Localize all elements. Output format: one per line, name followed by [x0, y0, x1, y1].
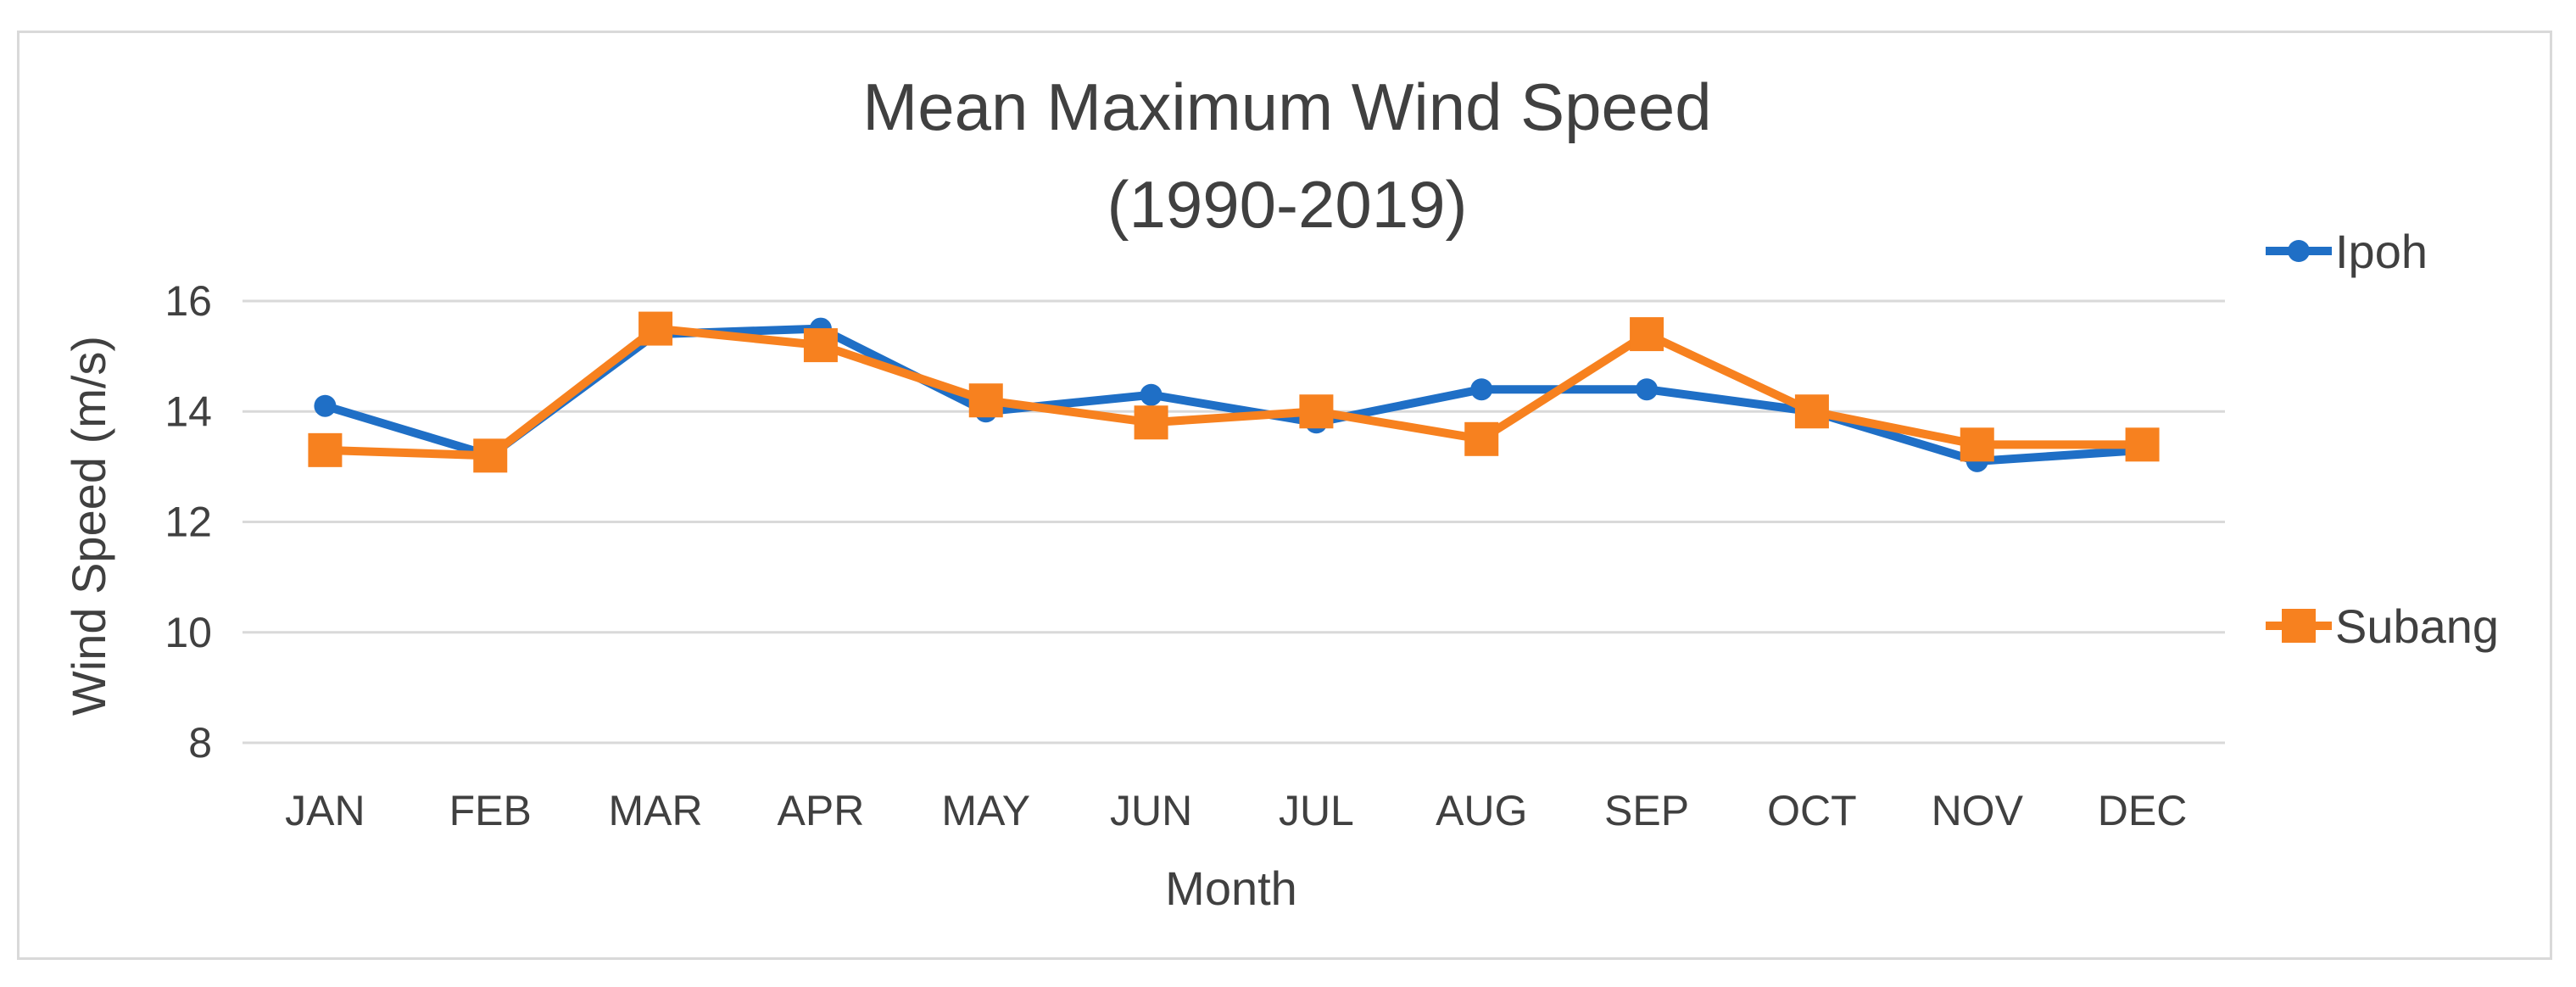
- legend-marker-square: [2282, 609, 2316, 643]
- legend: Ipoh Subang: [2266, 225, 2499, 653]
- x-tick-label: APR: [778, 787, 865, 834]
- data-point-subang: [968, 383, 1003, 418]
- legend-label: Ipoh: [2335, 225, 2428, 278]
- data-point-subang: [1464, 421, 1499, 456]
- data-point-subang: [803, 328, 838, 363]
- x-tick-label: AUG: [1436, 787, 1527, 834]
- legend-marker-circle: [2288, 240, 2310, 262]
- data-point-subang: [2125, 427, 2160, 462]
- x-tick-label: MAR: [609, 787, 703, 834]
- data-point-ipoh: [1636, 378, 1659, 401]
- data-point-ipoh: [1140, 383, 1163, 406]
- x-tick-label: DEC: [2098, 787, 2188, 834]
- y-tick-label: 16: [164, 277, 212, 325]
- y-tick-labels: 8 10 12 14 16: [164, 277, 212, 767]
- y-axis-label: Wind Speed (m/s): [62, 336, 115, 716]
- chart-title-line-1: Mean Maximum Wind Speed: [862, 70, 1711, 144]
- data-point-subang: [1960, 427, 1994, 462]
- data-point-ipoh: [1470, 378, 1493, 401]
- data-point-subang: [308, 432, 343, 467]
- series-group: [308, 311, 2160, 473]
- data-point-subang: [1794, 394, 1829, 429]
- chart-frame: [17, 31, 2552, 960]
- x-tick-label: JUN: [1110, 787, 1192, 834]
- x-tick-label: NOV: [1932, 787, 2024, 834]
- data-point-ipoh: [314, 394, 337, 417]
- y-tick-label: 12: [164, 499, 212, 546]
- x-tick-label: OCT: [1767, 787, 1857, 834]
- series-line-ipoh: [321, 324, 2147, 466]
- data-point-subang: [1630, 317, 1664, 352]
- gridlines: [243, 299, 2225, 744]
- legend-item-subang: Subang: [2266, 599, 2499, 653]
- legend-label: Subang: [2335, 599, 2499, 653]
- data-point-subang: [473, 438, 508, 473]
- series-ipoh: [314, 317, 2154, 472]
- legend-item-ipoh: Ipoh: [2266, 225, 2428, 278]
- data-point-subang: [1134, 405, 1168, 440]
- y-tick-label: 14: [164, 388, 212, 435]
- series-line-subang: [321, 324, 2147, 460]
- x-axis-label: Month: [1165, 862, 1297, 915]
- chart-title-line-2: (1990-2019): [1107, 167, 1468, 242]
- x-tick-label: MAY: [941, 787, 1030, 834]
- y-tick-label: 8: [188, 719, 212, 767]
- x-tick-label: JAN: [285, 787, 365, 834]
- data-point-subang: [1299, 394, 1334, 429]
- x-tick-label: JUL: [1279, 787, 1354, 834]
- x-tick-labels: JAN FEB MAR APR MAY JUN JUL AUG SEP OCT NOV DEC: [285, 787, 2187, 834]
- series-subang: [308, 311, 2160, 473]
- y-tick-label: 10: [164, 609, 212, 656]
- data-point-subang: [638, 311, 673, 346]
- x-tick-label: SEP: [1604, 787, 1689, 834]
- x-tick-label: FEB: [449, 787, 532, 834]
